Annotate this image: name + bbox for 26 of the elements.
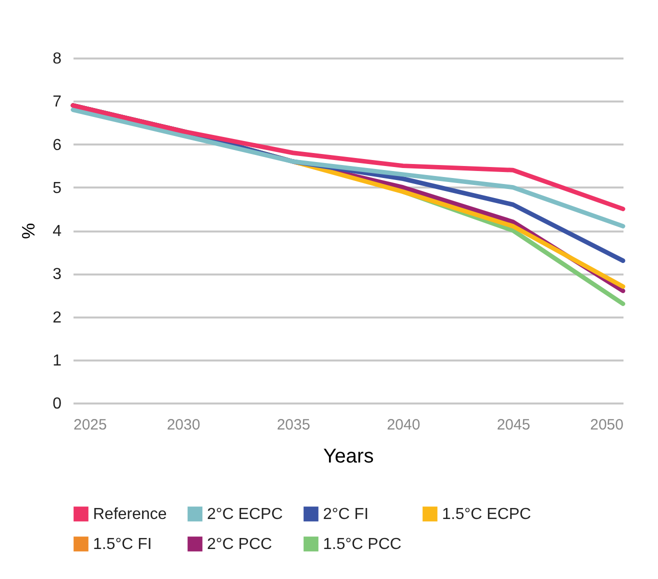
y-tick-label: 0 [52, 396, 62, 412]
y-tick-label: 4 [52, 223, 62, 240]
y-tick-label: 1 [52, 352, 62, 370]
legend-label: 1.5°C ECPC [442, 506, 532, 523]
y-tick-label: 5 [52, 180, 62, 197]
line-series [70, 108, 626, 228]
y-tick-label: 8 [52, 50, 62, 68]
x-tick-label: 2050 [590, 416, 624, 434]
y-tick-label: 7 [52, 94, 62, 111]
x-tick-label: 2035 [276, 416, 310, 434]
x-tick-label: 2030 [166, 416, 200, 434]
y-tick-label: 3 [52, 266, 62, 284]
legend-label: 1.5°C FI [93, 536, 152, 553]
y-tick-label: 6 [52, 136, 62, 154]
x-tick-label: 2025 [74, 416, 107, 434]
y-axis-title: % [18, 222, 39, 240]
legend-label: 2°C PCC [207, 536, 272, 553]
line-series [70, 103, 626, 212]
legend-label: 1.5°C PCC [323, 536, 402, 553]
legend-label: 2°C ECPC [207, 506, 283, 523]
x-tick-label: 2040 [386, 416, 420, 434]
legend-label: 2°C FI [323, 506, 369, 523]
x-axis-title: Years [323, 446, 374, 468]
y-tick-label: 2 [52, 309, 62, 326]
legend-label: Reference [93, 506, 167, 523]
x-tick-label: 2045 [496, 416, 530, 434]
